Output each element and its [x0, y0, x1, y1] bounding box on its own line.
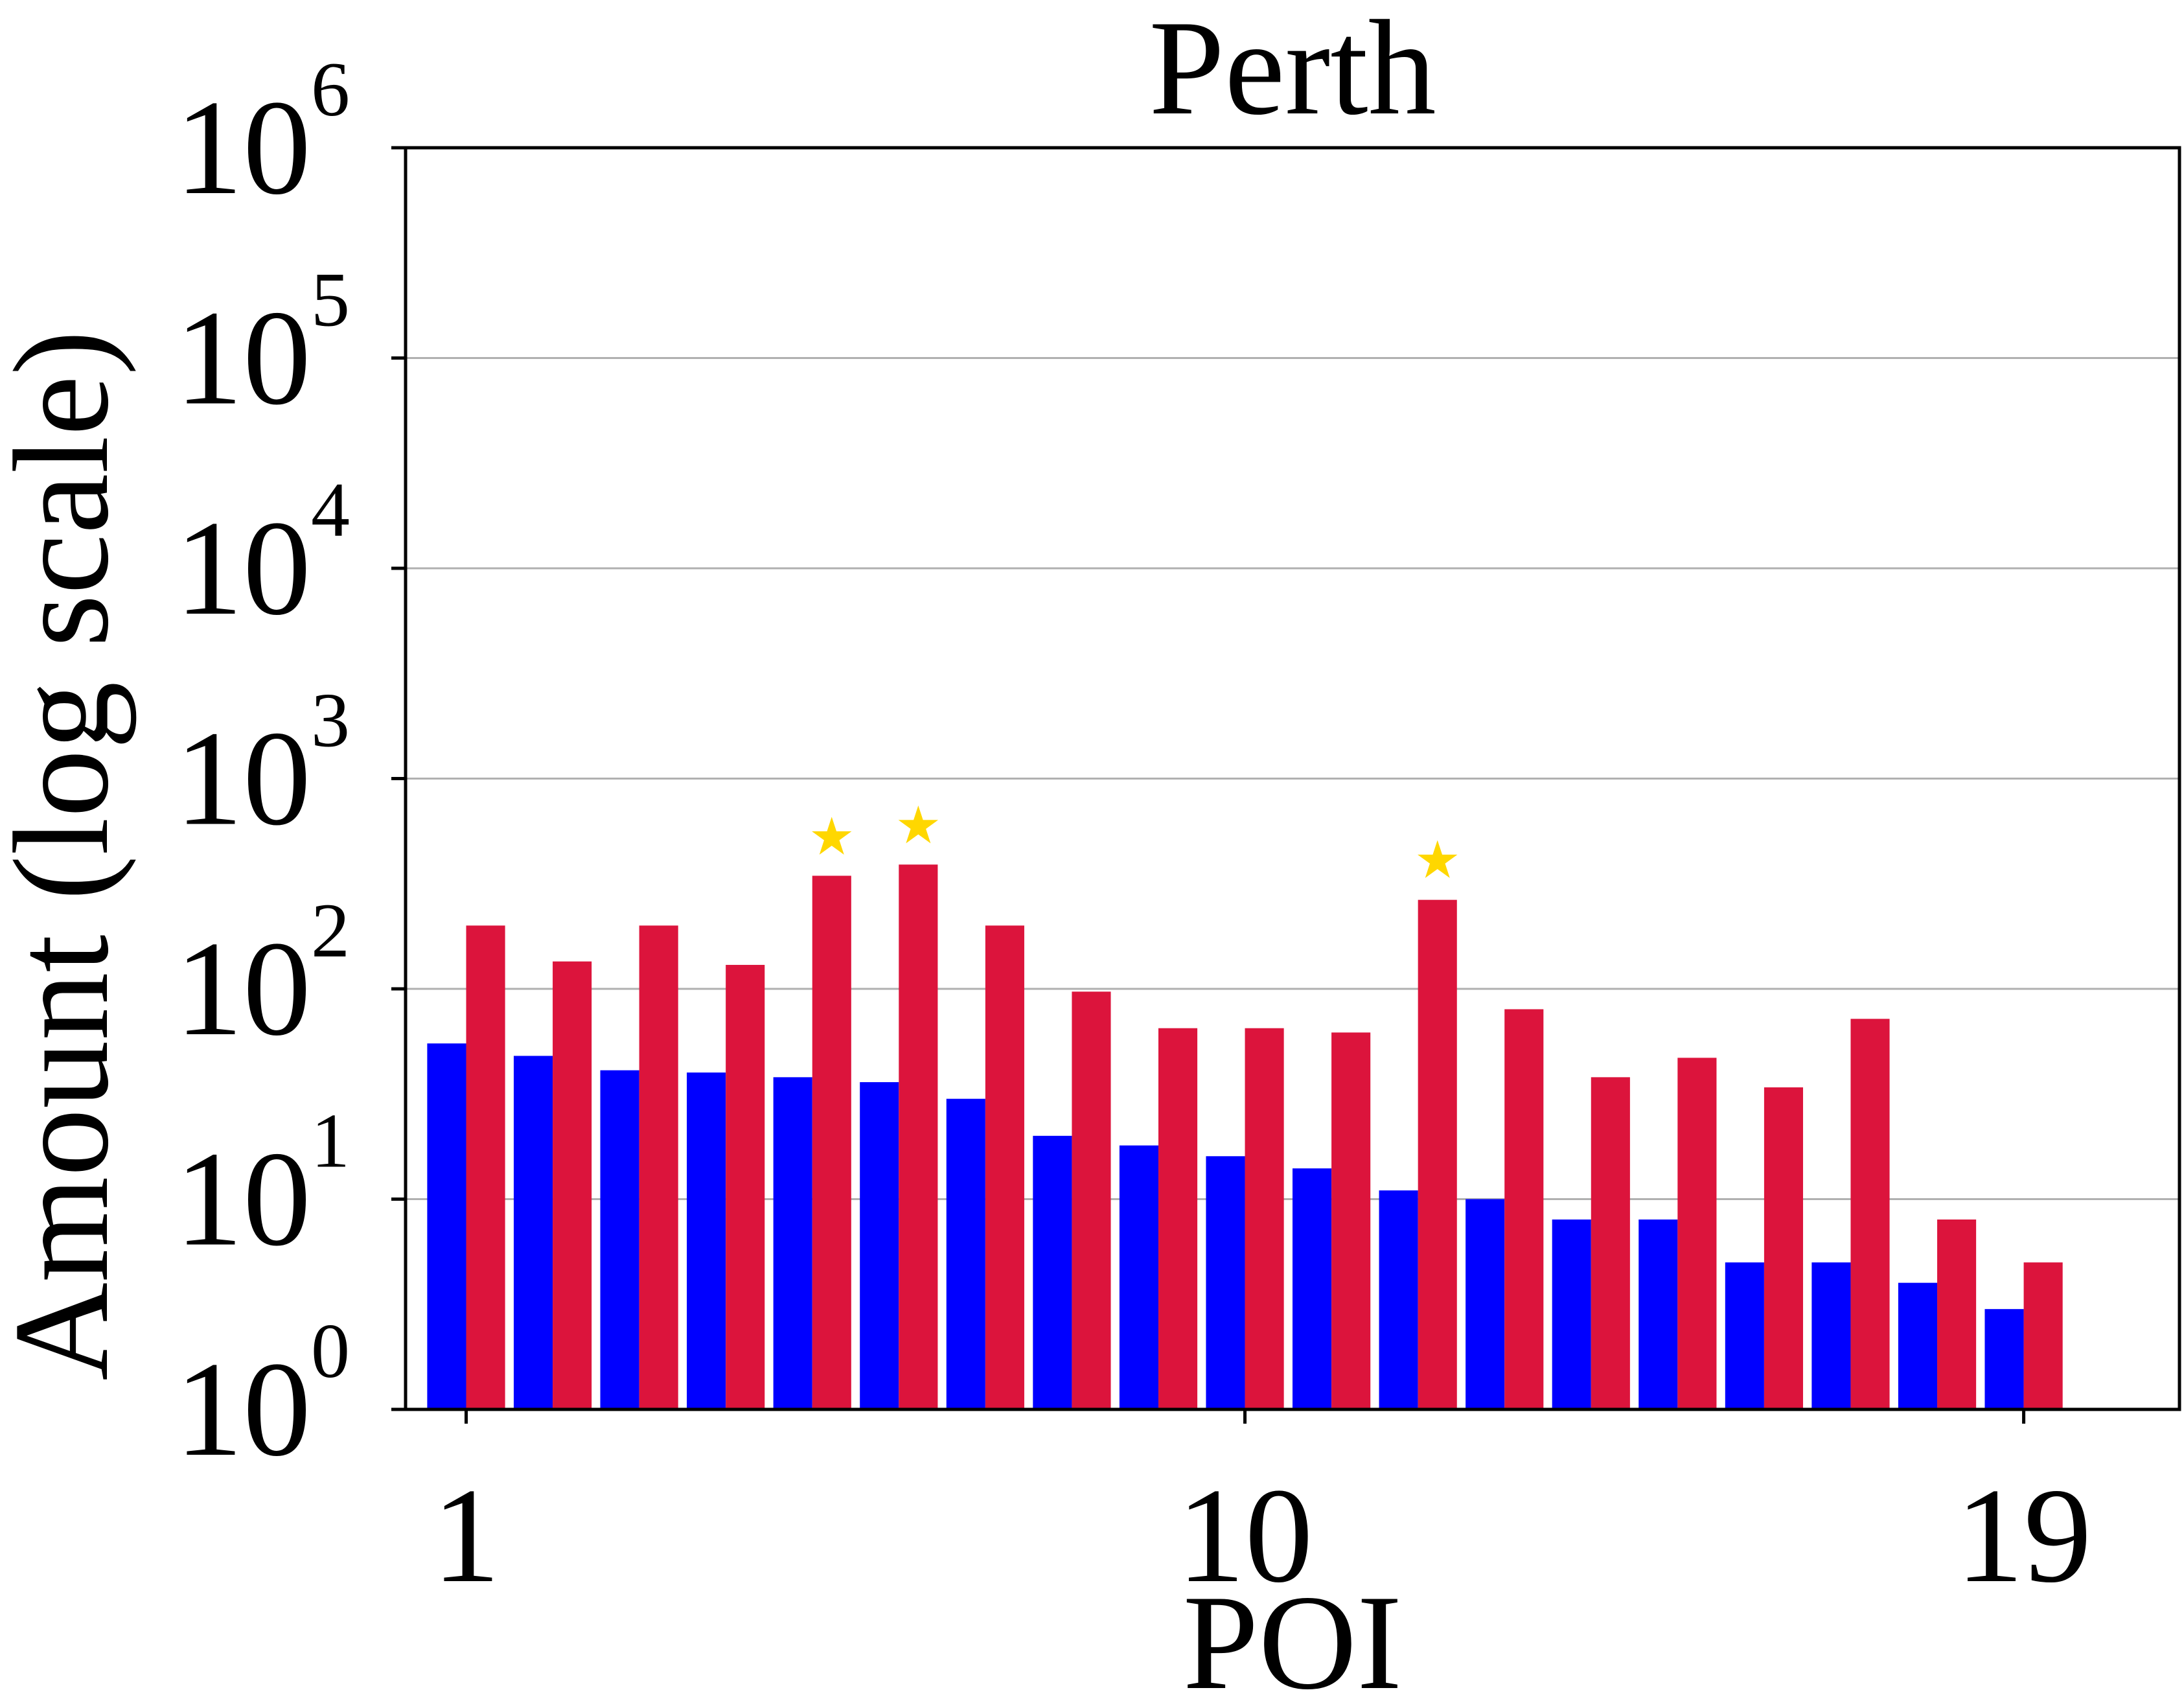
bar	[1850, 1019, 1890, 1409]
bar	[466, 925, 505, 1409]
bar	[1504, 1009, 1544, 1409]
y-tick-label: 103	[175, 677, 350, 854]
bar	[1764, 1087, 1804, 1409]
bar	[1984, 1309, 2024, 1409]
bar	[1331, 1032, 1371, 1409]
bar	[513, 1056, 553, 1409]
y-ticks: 100 101 102 103 104 105 106	[175, 46, 406, 1485]
bar	[600, 1070, 639, 1409]
x-ticks: 1 10 19	[432, 1409, 2092, 1611]
y-tick-label: 100	[175, 1308, 350, 1485]
x-tick-label: 10	[1177, 1461, 1313, 1611]
bar	[1293, 1168, 1332, 1409]
chart-title: Perth	[1149, 0, 1436, 143]
bar	[2023, 1262, 2063, 1409]
x-tick-label: 19	[1956, 1461, 2092, 1611]
bar	[1466, 1199, 1505, 1409]
bar	[985, 925, 1024, 1409]
star-marker: ★	[1414, 830, 1461, 890]
bar	[1119, 1145, 1158, 1409]
y-tick-label: 105	[175, 257, 350, 434]
bar	[899, 864, 938, 1409]
bar	[812, 875, 851, 1409]
star-marker: ★	[895, 795, 941, 855]
bar	[773, 1077, 812, 1409]
bar	[946, 1098, 985, 1409]
x-axis-title: POI	[1183, 1568, 1402, 1701]
bar	[1638, 1219, 1678, 1409]
bar	[1811, 1262, 1851, 1409]
bar	[1072, 991, 1111, 1409]
bar	[427, 1043, 466, 1409]
y-tick-label: 104	[175, 467, 350, 643]
bars	[427, 864, 2063, 1409]
bar	[1552, 1219, 1591, 1409]
bar	[1158, 1028, 1198, 1409]
bar	[1898, 1282, 1938, 1409]
star-markers: ★ ★ ★	[809, 795, 1461, 890]
y-tick-label: 101	[175, 1098, 350, 1275]
bar	[1033, 1135, 1072, 1409]
bar	[687, 1072, 726, 1409]
bar	[1245, 1028, 1284, 1409]
bar	[1206, 1156, 1245, 1409]
bar	[1725, 1262, 1764, 1409]
y-tick-label: 106	[175, 46, 350, 223]
bar	[1677, 1058, 1717, 1409]
bar	[1937, 1219, 1977, 1409]
bar	[1379, 1190, 1418, 1409]
bar	[860, 1082, 899, 1409]
y-axis-title: Amount (log scale)	[0, 330, 137, 1380]
bar	[1418, 899, 1457, 1409]
bar	[1591, 1077, 1630, 1409]
star-marker: ★	[809, 806, 855, 866]
x-tick-label: 1	[432, 1461, 500, 1611]
bar	[639, 925, 678, 1409]
y-tick-label: 102	[175, 887, 350, 1064]
bar	[553, 961, 592, 1409]
bar	[726, 965, 765, 1409]
